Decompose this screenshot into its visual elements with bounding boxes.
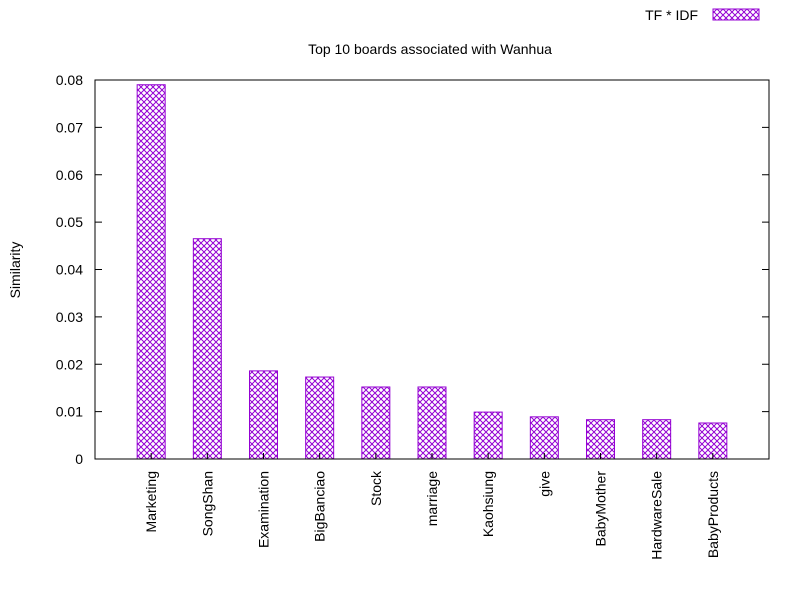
plot-frame <box>94 79 770 460</box>
y-axis-ticks: 0 0.01 0.02 0.03 0.04 0.05 0.06 0.07 0.08 <box>56 72 769 467</box>
y-tick-label: 0.02 <box>56 356 83 372</box>
bar-Examination <box>249 370 278 460</box>
x-tick-label: SongShan <box>199 471 215 536</box>
legend: TF * IDF <box>645 7 760 23</box>
bar-BabyMother <box>586 419 615 460</box>
y-tick-label: 0.03 <box>56 309 83 325</box>
x-tick-label: Marketing <box>143 471 159 532</box>
bar-Marketing <box>136 84 166 460</box>
x-tick-label: BabyMother <box>593 471 609 547</box>
bar-Kaohsiung <box>473 411 503 460</box>
bar-give <box>529 416 559 460</box>
x-tick-label: Examination <box>256 471 272 548</box>
bars <box>136 84 728 460</box>
legend-label: TF * IDF <box>645 7 698 23</box>
y-tick-label: 0.04 <box>56 262 83 278</box>
bar-marriage <box>417 386 447 460</box>
bar-SongShan <box>192 238 222 460</box>
y-tick-label: 0.05 <box>56 214 83 230</box>
y-tick-label: 0.07 <box>56 119 83 135</box>
x-tick-label: give <box>536 471 552 497</box>
x-tick-label: BigBanciao <box>312 471 328 542</box>
y-tick-label: 0 <box>75 451 83 467</box>
x-tick-label: marriage <box>424 471 440 526</box>
y-tick-label: 0.01 <box>56 404 83 420</box>
x-tick-label: Stock <box>368 470 384 506</box>
bar-HardwareSale <box>642 419 672 460</box>
chart-title: Top 10 boards associated with Wanhua <box>308 41 552 57</box>
x-axis-tick-labels: Marketing SongShan Examination BigBanciao St… <box>143 453 721 560</box>
x-tick-label: BabyProducts <box>705 471 721 558</box>
x-tick-label: HardwareSale <box>649 471 665 560</box>
bar-Stock <box>361 386 391 460</box>
legend-swatch <box>712 8 760 21</box>
y-tick-label: 0.06 <box>56 167 83 183</box>
y-axis-label: Similarity <box>7 242 23 299</box>
bar-BigBanciao <box>305 376 335 460</box>
x-tick-label: Kaohsiung <box>480 471 496 537</box>
y-tick-label: 0.08 <box>56 72 83 88</box>
